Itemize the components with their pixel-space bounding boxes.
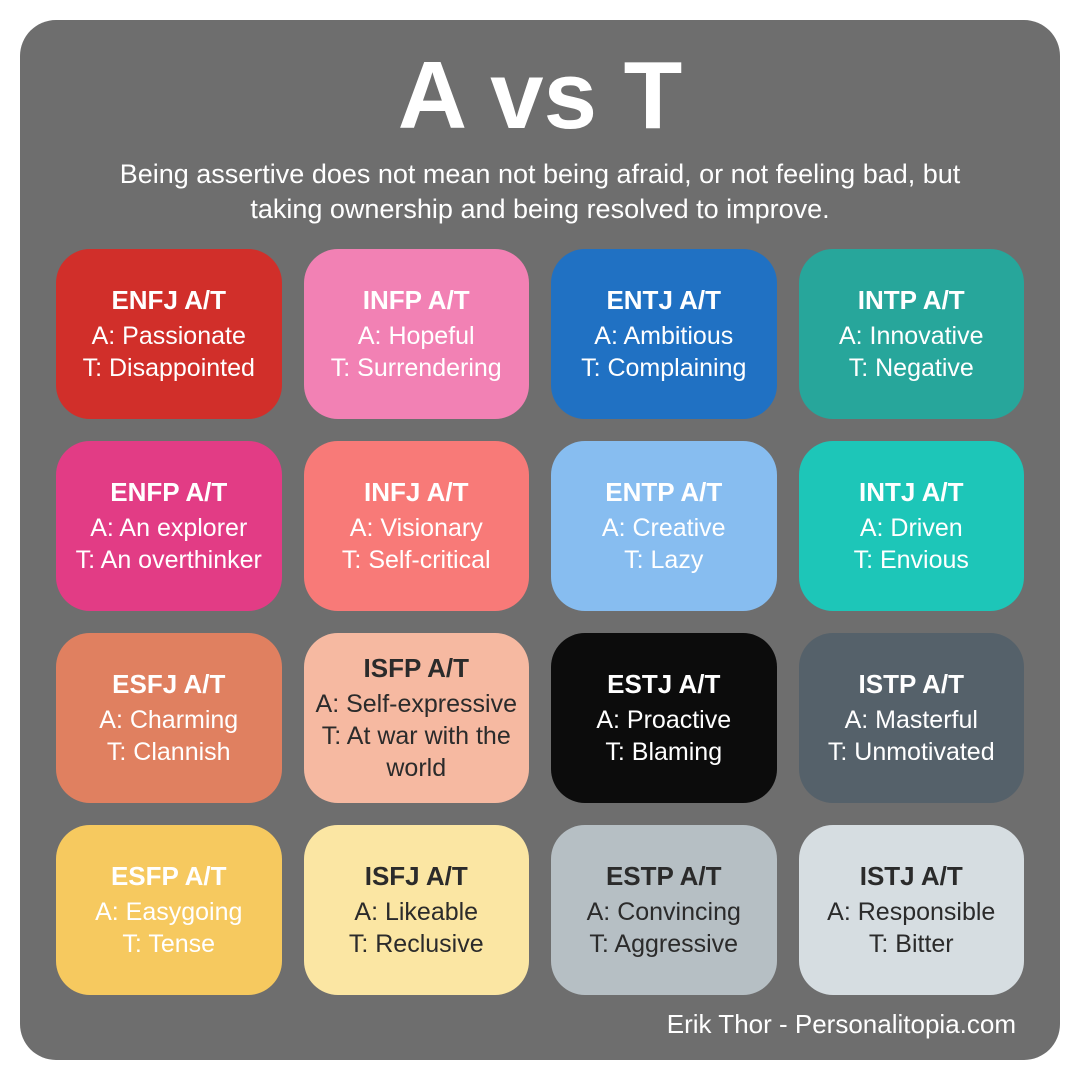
- type-cell-intp: INTP A/TA: InnovativeT: Negative: [799, 249, 1025, 419]
- assertive-trait: A: Innovative: [839, 320, 984, 352]
- turbulent-trait: T: Reclusive: [349, 928, 484, 960]
- type-label: ISFP A/T: [364, 652, 469, 685]
- assertive-trait: A: Ambitious: [594, 320, 733, 352]
- type-cell-estp: ESTP A/TA: ConvincingT: Aggressive: [551, 825, 777, 995]
- turbulent-trait: T: Self-critical: [342, 544, 491, 576]
- assertive-trait: A: Hopeful: [358, 320, 475, 352]
- turbulent-trait: T: Tense: [122, 928, 215, 960]
- type-label: ENFJ A/T: [111, 284, 226, 317]
- turbulent-trait: T: Aggressive: [589, 928, 738, 960]
- turbulent-trait: T: Unmotivated: [828, 736, 995, 768]
- turbulent-trait: T: At war with the world: [312, 720, 522, 784]
- turbulent-trait: T: An overthinker: [76, 544, 262, 576]
- type-cell-isfj: ISFJ A/TA: LikeableT: Reclusive: [304, 825, 530, 995]
- type-cell-istp: ISTP A/TA: MasterfulT: Unmotivated: [799, 633, 1025, 803]
- assertive-trait: A: Self-expressive: [316, 688, 517, 720]
- type-label: ENTJ A/T: [606, 284, 721, 317]
- type-label: INFJ A/T: [364, 476, 468, 509]
- assertive-trait: A: An explorer: [90, 512, 247, 544]
- type-label: ESFP A/T: [111, 860, 227, 893]
- turbulent-trait: T: Bitter: [869, 928, 954, 960]
- assertive-trait: A: Passionate: [92, 320, 246, 352]
- turbulent-trait: T: Clannish: [107, 736, 231, 768]
- type-label: ESTP A/T: [606, 860, 722, 893]
- type-cell-esfp: ESFP A/TA: EasygoingT: Tense: [56, 825, 282, 995]
- type-cell-estj: ESTJ A/TA: ProactiveT: Blaming: [551, 633, 777, 803]
- type-label: ISFJ A/T: [365, 860, 468, 893]
- assertive-trait: A: Masterful: [845, 704, 978, 736]
- turbulent-trait: T: Envious: [854, 544, 969, 576]
- type-cell-enfp: ENFP A/TA: An explorerT: An overthinker: [56, 441, 282, 611]
- type-label: ENFP A/T: [110, 476, 227, 509]
- main-title: A vs T: [50, 46, 1030, 147]
- assertive-trait: A: Convincing: [587, 896, 741, 928]
- turbulent-trait: T: Complaining: [581, 352, 746, 384]
- type-grid: ENFJ A/TA: PassionateT: DisappointedINFP…: [50, 245, 1030, 1001]
- turbulent-trait: T: Surrendering: [331, 352, 502, 384]
- assertive-trait: A: Visionary: [350, 512, 483, 544]
- type-label: ESTJ A/T: [607, 668, 720, 701]
- type-cell-intj: INTJ A/TA: DrivenT: Envious: [799, 441, 1025, 611]
- type-label: ISTJ A/T: [860, 860, 963, 893]
- turbulent-trait: T: Lazy: [624, 544, 703, 576]
- credit-line: Erik Thor - Personalitopia.com: [50, 1001, 1030, 1040]
- type-cell-isfp: ISFP A/TA: Self-expressiveT: At war with…: [304, 633, 530, 803]
- type-cell-entj: ENTJ A/TA: AmbitiousT: Complaining: [551, 249, 777, 419]
- assertive-trait: A: Proactive: [596, 704, 731, 736]
- type-label: ESFJ A/T: [112, 668, 225, 701]
- assertive-trait: A: Easygoing: [95, 896, 242, 928]
- type-cell-enfj: ENFJ A/TA: PassionateT: Disappointed: [56, 249, 282, 419]
- type-label: ENTP A/T: [605, 476, 722, 509]
- assertive-trait: A: Driven: [860, 512, 963, 544]
- type-label: INTJ A/T: [859, 476, 963, 509]
- type-label: INFP A/T: [363, 284, 470, 317]
- assertive-trait: A: Responsible: [827, 896, 995, 928]
- type-label: ISTP A/T: [859, 668, 964, 701]
- turbulent-trait: T: Negative: [849, 352, 974, 384]
- type-label: INTP A/T: [858, 284, 965, 317]
- subtitle: Being assertive does not mean not being …: [90, 157, 990, 227]
- turbulent-trait: T: Blaming: [605, 736, 722, 768]
- turbulent-trait: T: Disappointed: [83, 352, 255, 384]
- type-cell-entp: ENTP A/TA: CreativeT: Lazy: [551, 441, 777, 611]
- type-cell-infj: INFJ A/TA: VisionaryT: Self-critical: [304, 441, 530, 611]
- assertive-trait: A: Likeable: [354, 896, 478, 928]
- type-cell-istj: ISTJ A/TA: ResponsibleT: Bitter: [799, 825, 1025, 995]
- assertive-trait: A: Creative: [602, 512, 726, 544]
- infographic-card: A vs T Being assertive does not mean not…: [20, 20, 1060, 1060]
- type-cell-infp: INFP A/TA: HopefulT: Surrendering: [304, 249, 530, 419]
- type-cell-esfj: ESFJ A/TA: CharmingT: Clannish: [56, 633, 282, 803]
- assertive-trait: A: Charming: [99, 704, 238, 736]
